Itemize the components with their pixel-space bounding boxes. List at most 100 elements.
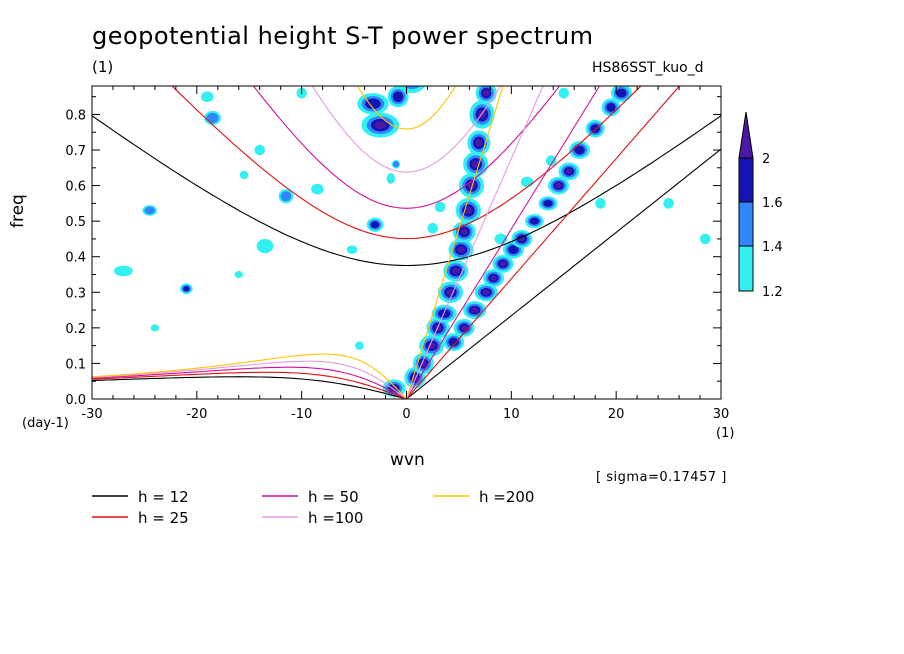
spectral-peak <box>398 86 426 94</box>
spectral-peak-level-3 <box>543 199 553 207</box>
colorbar-label: 1.4 <box>762 240 783 255</box>
spectral-peak <box>443 333 465 351</box>
spectral-peak-level-1 <box>114 265 133 277</box>
spectral-peak <box>585 119 605 138</box>
y-tick-label: 0.3 <box>65 286 86 301</box>
dispersion-kelvin-h100 <box>405 86 544 399</box>
spectral-peak-level-3 <box>590 124 600 134</box>
spectral-peak-level-1 <box>427 222 438 234</box>
x-tick-label: 0 <box>402 407 410 422</box>
spectral-peak-level-4 <box>457 246 465 253</box>
spectral-peak-level-4 <box>499 261 507 267</box>
spectral-peak-level-3 <box>365 98 381 110</box>
spectral-peak-level-1 <box>700 233 711 245</box>
spectral-peak <box>545 155 557 167</box>
chart-title: geopotential height S-T power spectrum <box>92 22 594 50</box>
spectral-peak-level-1 <box>520 176 534 188</box>
spectral-peak <box>601 98 621 117</box>
spectral-peak-level-1 <box>256 238 274 254</box>
dispersion-kelvin-h50 <box>406 86 601 399</box>
spectral-peak <box>511 230 533 248</box>
legend-label: h = 12 <box>138 488 189 506</box>
spectral-peak <box>427 222 438 234</box>
dispersion-rossby-h100 <box>92 360 407 399</box>
dispersion-inertia-gravity-h200 <box>356 86 457 130</box>
x-tick-label: -10 <box>291 407 312 422</box>
spectral-peak <box>234 270 243 279</box>
spectral-peak-level-3 <box>574 145 585 155</box>
spectral-peak-level-1 <box>558 87 569 99</box>
legend-label: h =100 <box>308 509 363 527</box>
spectral-peak-level-1 <box>201 91 214 103</box>
x-axis-unit: (1) <box>716 426 735 441</box>
x-axis-label: wvn <box>390 450 425 470</box>
x-tick-label: -30 <box>81 407 102 422</box>
spectral-peak <box>254 144 265 156</box>
spectral-peak-level-3 <box>508 245 519 255</box>
dispersion-rossby-h50 <box>92 366 407 399</box>
spectral-peak <box>595 198 606 209</box>
chart-subtitle-unit: (1) <box>92 58 114 76</box>
spectral-peak <box>524 214 544 229</box>
x-tick-label: -20 <box>186 407 207 422</box>
y-tick-label: 0.8 <box>65 108 86 123</box>
spectral-peak <box>467 130 491 156</box>
spectral-peak-level-4 <box>471 160 480 168</box>
spectral-peak-level-4 <box>451 267 460 275</box>
spectral-peak-level-4 <box>471 307 479 313</box>
legend-item: h =200 <box>433 488 534 506</box>
spectral-peak <box>366 217 384 232</box>
dispersion-rossby-h200 <box>92 353 407 399</box>
axes-layer: -30 -20 -10 0 10 20 30 0.0 0.1 0.2 0.3 0.4 0.5 0.6 0.7… <box>65 86 729 422</box>
spectral-peak-level-4 <box>555 182 562 189</box>
spectral-peak <box>346 245 358 254</box>
spectral-peak-level-2 <box>206 112 219 124</box>
spectral-peak-level-2 <box>403 86 420 90</box>
spectral-peak <box>700 233 711 245</box>
spectral-peak <box>391 159 401 169</box>
y-tick-label: 0.1 <box>65 357 86 372</box>
spectral-peak <box>256 238 274 254</box>
sigma-annotation: [ sigma=0.17457 ] <box>596 470 727 485</box>
spectral-peak-level-1 <box>239 170 249 180</box>
spectral-peak <box>483 269 504 287</box>
spectral-peak-level-1 <box>398 86 426 94</box>
spectral-peak <box>610 86 632 103</box>
dispersion-kelvin-h25 <box>406 86 681 399</box>
spectral-peak <box>201 91 214 103</box>
colorbar-label: 1.2 <box>762 285 783 300</box>
spectral-peak-level-1 <box>346 245 358 254</box>
dispersion-inertia-gravity-h100 <box>311 86 502 173</box>
power-contour-layer <box>114 86 711 398</box>
y-tick-label: 0.2 <box>65 322 86 337</box>
spectral-peak-level-4 <box>374 121 386 129</box>
spectral-peak <box>412 352 434 375</box>
legend-item: h = 25 <box>92 509 189 527</box>
dispersion-kelvin-h200 <box>405 86 504 399</box>
spectral-peak <box>357 93 389 115</box>
spectral-peak-level-3 <box>370 221 380 229</box>
spectral-peak-level-1 <box>150 324 160 332</box>
spectral-peak <box>142 205 157 216</box>
spectral-peak-level-1 <box>663 198 674 209</box>
legend-item: h = 50 <box>262 488 359 506</box>
y-tick-label: 0.7 <box>65 144 86 159</box>
spectral-peak <box>453 318 475 337</box>
spectral-peak <box>443 260 469 282</box>
dispersion-rossby-h12 <box>92 376 407 399</box>
spectral-peak-level-1 <box>434 201 446 213</box>
spectral-peak <box>361 112 400 138</box>
spectral-peak-level-1 <box>355 341 364 350</box>
y-tick-label: 0.6 <box>65 180 86 195</box>
spectral-peak-level-1 <box>595 198 606 209</box>
spectral-peak-level-1 <box>386 173 395 184</box>
spectral-peak <box>520 176 534 188</box>
colorbar-extend-arrow <box>738 111 754 159</box>
y-tick-label: 0.0 <box>65 393 86 408</box>
spectral-peak-level-4 <box>461 325 468 331</box>
spectral-peak-level-4 <box>464 206 473 215</box>
spectral-peak <box>180 283 193 295</box>
spectral-peak <box>386 173 395 184</box>
x-tick-label: 20 <box>608 407 625 422</box>
